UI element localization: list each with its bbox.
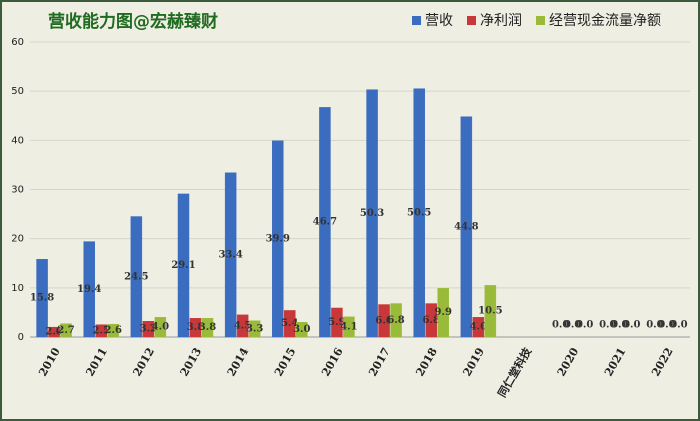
bar bbox=[413, 88, 425, 338]
bar bbox=[319, 107, 331, 338]
legend-swatch bbox=[412, 16, 421, 25]
data-label: 6.8 bbox=[387, 315, 404, 326]
data-label: 0.0 bbox=[564, 320, 581, 331]
bar bbox=[154, 317, 167, 338]
data-label: 6.6 bbox=[375, 315, 392, 326]
data-label: 0.0 bbox=[599, 320, 616, 331]
data-label: 39.9 bbox=[266, 233, 290, 244]
data-label: 44.8 bbox=[454, 221, 478, 232]
data-label: 3.8 bbox=[199, 322, 216, 333]
bar bbox=[236, 314, 249, 338]
bar bbox=[36, 259, 48, 338]
data-label: 10.5 bbox=[478, 306, 502, 317]
data-label: 24.5 bbox=[124, 271, 148, 282]
bar bbox=[284, 310, 296, 338]
y-tick-label: 60 bbox=[11, 37, 24, 48]
data-label: 4.5 bbox=[234, 320, 251, 331]
bar bbox=[248, 320, 261, 338]
data-label: 4.0 bbox=[470, 322, 487, 333]
legend-label: 经营现金流量净额 bbox=[549, 13, 661, 29]
bar bbox=[425, 303, 437, 338]
bar bbox=[378, 304, 390, 338]
chart-title: 营收能力图@宏赫臻财 bbox=[48, 11, 218, 32]
y-tick-label: 40 bbox=[11, 135, 24, 146]
bar bbox=[272, 140, 284, 338]
data-label: 0.0 bbox=[576, 320, 593, 331]
data-label: 2.7 bbox=[57, 325, 74, 336]
data-label: 0.0 bbox=[611, 320, 628, 331]
y-tick-label: 50 bbox=[11, 86, 24, 97]
data-label: 0.0 bbox=[658, 320, 675, 331]
bar bbox=[366, 89, 378, 338]
data-label: 0.0 bbox=[623, 320, 640, 331]
data-label: 5.9 bbox=[328, 317, 345, 328]
legend-swatch bbox=[467, 16, 476, 25]
data-label: 4.1 bbox=[340, 321, 357, 332]
data-label: 0.0 bbox=[552, 320, 569, 331]
legend-label: 净利润 bbox=[480, 13, 522, 29]
legend-label: 营收 bbox=[425, 13, 453, 29]
y-tick-label: 30 bbox=[11, 185, 24, 196]
bar bbox=[472, 317, 485, 338]
data-label: 2.0 bbox=[45, 327, 62, 338]
data-label: 3.3 bbox=[246, 323, 263, 334]
data-label: 29.1 bbox=[171, 260, 195, 271]
data-label: 50.3 bbox=[360, 208, 384, 219]
data-label: 46.7 bbox=[313, 217, 337, 228]
data-label: 15.8 bbox=[30, 293, 54, 304]
bar bbox=[437, 288, 449, 338]
data-label: 0.0 bbox=[670, 320, 687, 331]
bar bbox=[224, 172, 237, 338]
y-tick-label: 0 bbox=[18, 332, 24, 343]
data-label: 33.4 bbox=[218, 249, 242, 260]
bar bbox=[189, 318, 202, 338]
bar bbox=[460, 116, 473, 338]
data-label: 50.5 bbox=[407, 207, 431, 218]
y-tick-label: 20 bbox=[11, 234, 24, 245]
bar bbox=[296, 322, 308, 338]
data-label: 9.9 bbox=[435, 307, 452, 318]
legend-swatch bbox=[536, 16, 545, 25]
data-label: 2.6 bbox=[105, 325, 122, 336]
data-label: 5.4 bbox=[281, 318, 298, 329]
data-label: 4.0 bbox=[152, 322, 169, 333]
bar bbox=[390, 303, 402, 338]
data-label: 3.0 bbox=[293, 324, 310, 335]
bar bbox=[484, 285, 497, 338]
data-label: 0.0 bbox=[646, 320, 663, 331]
bar bbox=[142, 321, 155, 338]
bar bbox=[48, 326, 60, 338]
data-label: 6.8 bbox=[423, 315, 440, 326]
bar bbox=[107, 323, 119, 338]
y-tick-label: 10 bbox=[11, 283, 24, 294]
bar bbox=[177, 193, 190, 338]
bar bbox=[60, 323, 72, 338]
bar bbox=[201, 318, 214, 338]
data-label: 19.4 bbox=[77, 284, 101, 295]
bar bbox=[130, 216, 143, 338]
bar bbox=[331, 307, 343, 338]
data-label: 3.2 bbox=[140, 324, 157, 335]
bar bbox=[343, 316, 355, 338]
data-label: 2.5 bbox=[93, 325, 110, 336]
bar bbox=[83, 241, 95, 338]
bar bbox=[95, 324, 107, 338]
data-label: 3.8 bbox=[187, 322, 204, 333]
